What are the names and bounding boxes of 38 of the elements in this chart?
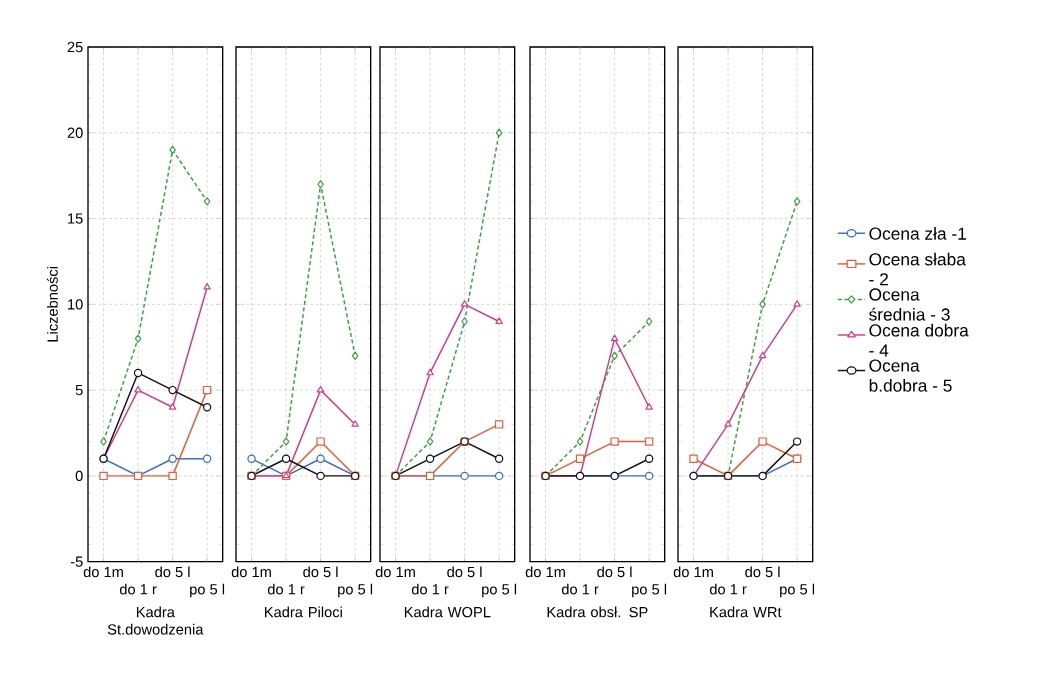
x-tick-label: do 1m	[231, 566, 271, 578]
y-tick-label: 20	[67, 127, 83, 138]
x-tick-label: do 1 r	[561, 583, 599, 595]
x-tick-label: do 5 l	[745, 566, 780, 578]
x-tick-label: do 1m	[375, 566, 415, 578]
x-tick-label: do 1m	[83, 566, 123, 578]
legend-label: Ocena średnia - 3	[869, 288, 950, 321]
x-tick-label: do 1m	[673, 566, 713, 578]
x-axis-title: Kadra WOPL	[404, 606, 491, 618]
x-tick-label: po 5 l	[190, 583, 225, 598]
x-tick-label: do 1 r	[119, 583, 157, 595]
x-tick-label: do 5 l	[597, 566, 632, 578]
x-axis-title: Kadra WRt	[710, 606, 782, 618]
y-tick-label: 25	[67, 41, 83, 53]
x-tick-label: po 5 l	[780, 583, 815, 598]
x-tick-label: do 5 l	[155, 566, 190, 578]
x-tick-label: do 1m	[525, 566, 565, 578]
y-tick-label: -5	[70, 556, 83, 567]
y-tick-label: 10	[68, 299, 83, 310]
legend-label: Ocena dobra - 4	[869, 323, 969, 357]
x-tick-label: do 1 r	[709, 583, 747, 595]
y-axis-title: Liczebności	[46, 267, 58, 342]
legend-label: Ocena zła -1	[869, 227, 966, 240]
x-tick-label: do 5 l	[303, 566, 338, 578]
legend-label: Ocena b.dobra - 5	[869, 359, 952, 392]
x-tick-label: do 1 r	[411, 583, 449, 595]
y-tick-label: 0	[75, 470, 83, 482]
x-tick-label: po 5 l	[632, 583, 667, 598]
x-axis-title: Kadra St.dowodzenia	[107, 606, 204, 635]
y-tick-label: 5	[75, 385, 83, 396]
y-tick-label: 15	[68, 213, 83, 224]
x-tick-label: do 1 r	[267, 583, 305, 595]
x-axis-title: Kadra obsł. SP	[547, 606, 648, 618]
x-tick-label: po 5 l	[338, 583, 373, 598]
x-tick-label: po 5 l	[482, 583, 517, 598]
x-tick-label: do 5 l	[447, 566, 482, 578]
x-axis-title: Kadra Piloci	[265, 606, 342, 618]
legend-label: Ocena słaba - 2	[869, 252, 966, 286]
